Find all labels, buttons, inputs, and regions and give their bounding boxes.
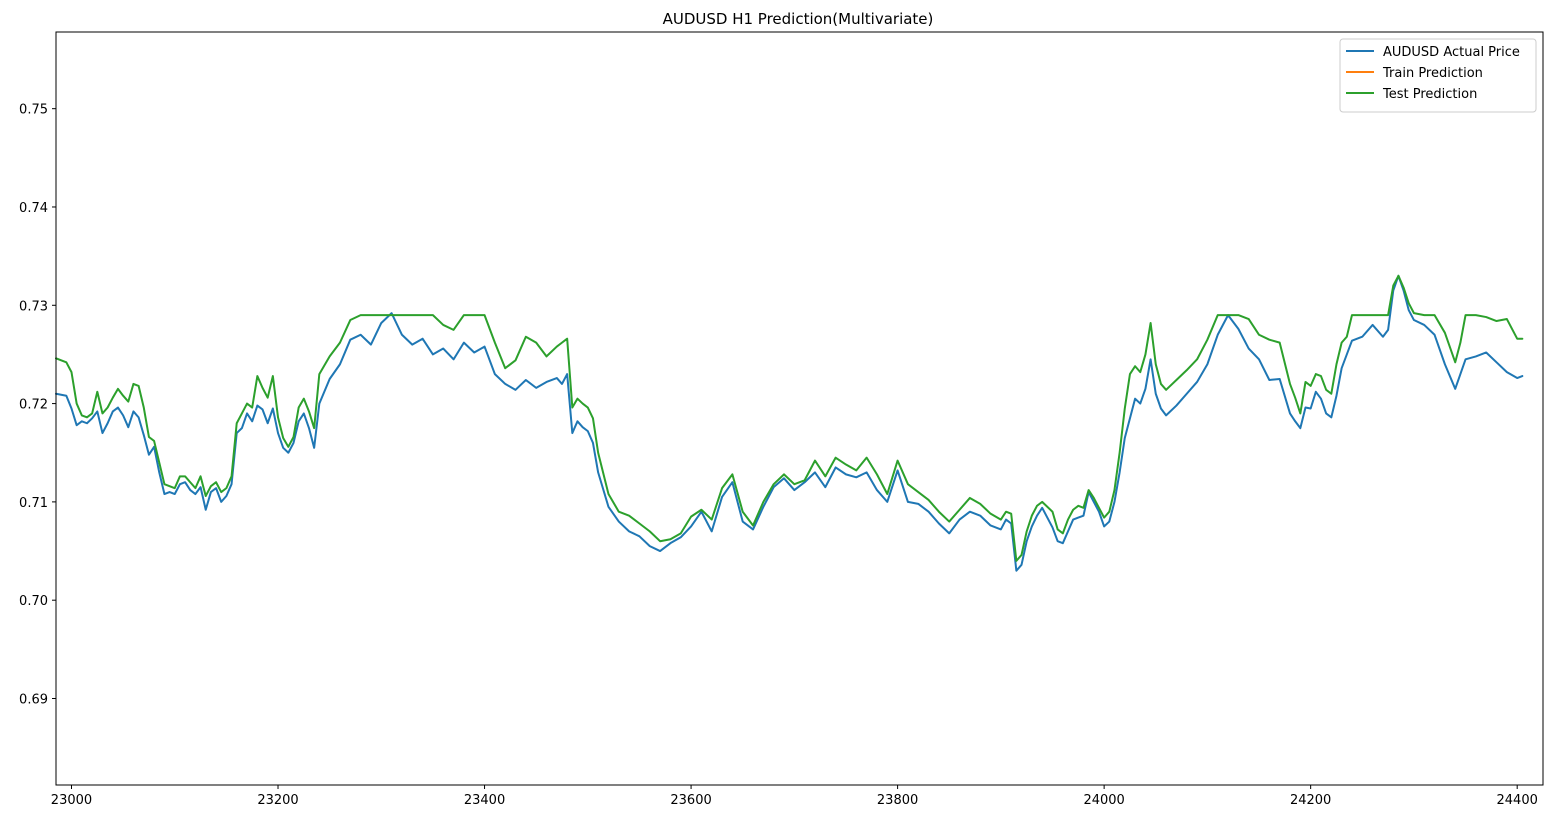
x-tick-label: 23400 (464, 793, 505, 808)
y-tick-label: 0.75 (19, 103, 48, 118)
y-tick-label: 0.70 (19, 594, 48, 609)
x-tick-label: 23000 (51, 793, 92, 808)
legend-box (1339, 38, 1537, 113)
legend-label: Test Prediction (1382, 87, 1477, 102)
y-tick-label: 0.73 (19, 299, 48, 314)
x-axis: 23000 23200 23400 23600 23800 24000 24200 24400 (51, 785, 1538, 808)
series-layer (55, 274, 1524, 572)
x-tick-label: 24400 (1497, 793, 1538, 808)
series-line-1 (55, 274, 1524, 572)
legend-label: Train Prediction (1382, 66, 1483, 81)
y-tick-label: 0.71 (19, 496, 48, 511)
series-line-3 (55, 274, 1524, 562)
y-axis: 0.69 0.70 0.71 0.72 0.73 0.74 0.75 (19, 103, 56, 707)
y-tick-label: 0.69 (19, 692, 48, 707)
y-tick-label: 0.72 (19, 398, 48, 413)
x-tick-label: 23800 (877, 793, 918, 808)
plot-frame (55, 31, 1544, 786)
y-tick-label: 0.74 (19, 201, 48, 216)
x-tick-label: 24200 (1290, 793, 1331, 808)
x-tick-label: 24000 (1083, 793, 1124, 808)
chart-title: AUDUSD H1 Prediction(Multivariate) (663, 10, 934, 28)
x-tick-label: 23200 (257, 793, 298, 808)
x-tick-label: 23600 (670, 793, 711, 808)
legend-label: AUDUSD Actual Price (1383, 45, 1520, 60)
legend: AUDUSD Actual Price Train Prediction Test … (1339, 38, 1537, 113)
